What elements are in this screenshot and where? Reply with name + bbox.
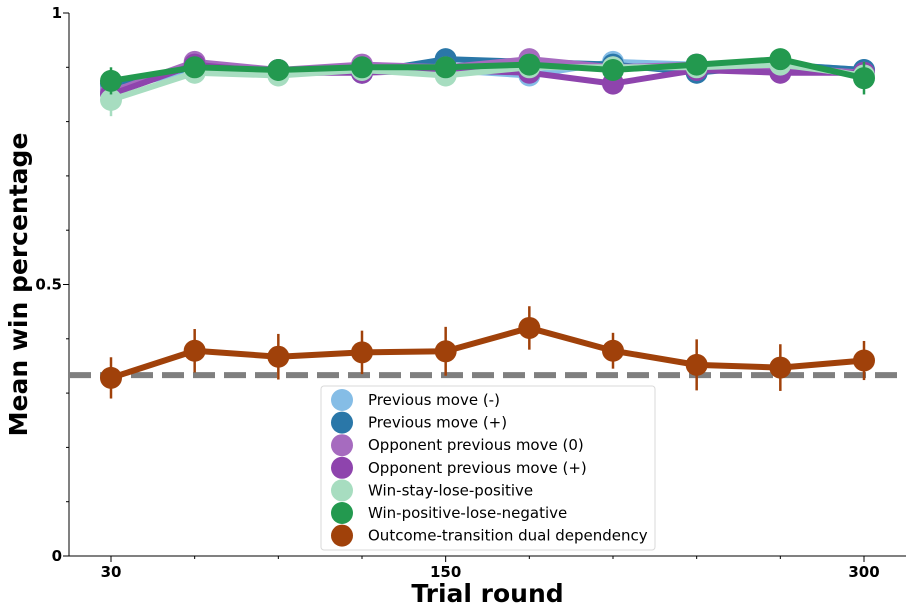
legend-label: Previous move (+)	[368, 414, 507, 432]
data-point	[602, 59, 624, 82]
legend-marker	[331, 502, 353, 524]
legend-marker	[331, 524, 353, 547]
legend-label: Win-positive-lose-negative	[368, 504, 567, 522]
x-tick-label: 300	[848, 563, 879, 581]
y-tick-label: 0.5	[35, 276, 62, 294]
series-group	[100, 48, 875, 399]
legend: Previous move (-) Previous move (+) Oppone…	[320, 385, 656, 551]
data-point	[434, 56, 457, 79]
data-point	[853, 349, 875, 372]
series-line	[110, 324, 865, 381]
data-point	[853, 67, 875, 90]
axes: 0 0.5 1 30 150 300	[35, 4, 906, 581]
legend-marker	[331, 434, 353, 457]
data-point	[183, 339, 206, 362]
legend-marker	[331, 479, 353, 502]
data-point	[434, 340, 457, 363]
legend-label: Outcome-transition dual dependency	[368, 527, 648, 545]
legend-marker	[331, 456, 353, 479]
x-tick-label: 150	[430, 563, 461, 581]
y-tick-label: 1	[52, 4, 62, 22]
data-point	[518, 316, 541, 339]
data-point	[769, 48, 792, 71]
data-point	[100, 69, 122, 92]
legend-label: Opponent previous move (+)	[368, 459, 587, 477]
data-point	[351, 56, 373, 79]
data-point	[351, 341, 373, 364]
data-point	[685, 353, 708, 376]
data-point	[267, 345, 290, 368]
series-7	[100, 306, 875, 399]
data-point	[685, 53, 708, 76]
legend-marker	[331, 389, 353, 411]
data-point	[267, 59, 290, 82]
data-point	[100, 88, 122, 111]
legend-marker	[331, 411, 353, 434]
data-point	[769, 356, 792, 379]
y-axis-title: Mean win percentage	[4, 133, 33, 437]
x-axis-title: Trial round	[411, 579, 563, 608]
data-point	[183, 56, 206, 79]
data-point	[602, 339, 624, 362]
series-line	[110, 61, 865, 103]
series-line	[110, 56, 865, 84]
x-tick-label: 30	[101, 563, 122, 581]
data-point	[518, 53, 541, 76]
legend-label: Opponent previous move (0)	[368, 436, 584, 454]
series-6	[100, 48, 875, 95]
data-point	[100, 366, 122, 389]
legend-label: Win-stay-lose-positive	[368, 481, 533, 499]
y-tick-label: 0	[52, 547, 62, 565]
legend-frame	[320, 385, 656, 551]
legend-label: Previous move (-)	[368, 391, 500, 409]
